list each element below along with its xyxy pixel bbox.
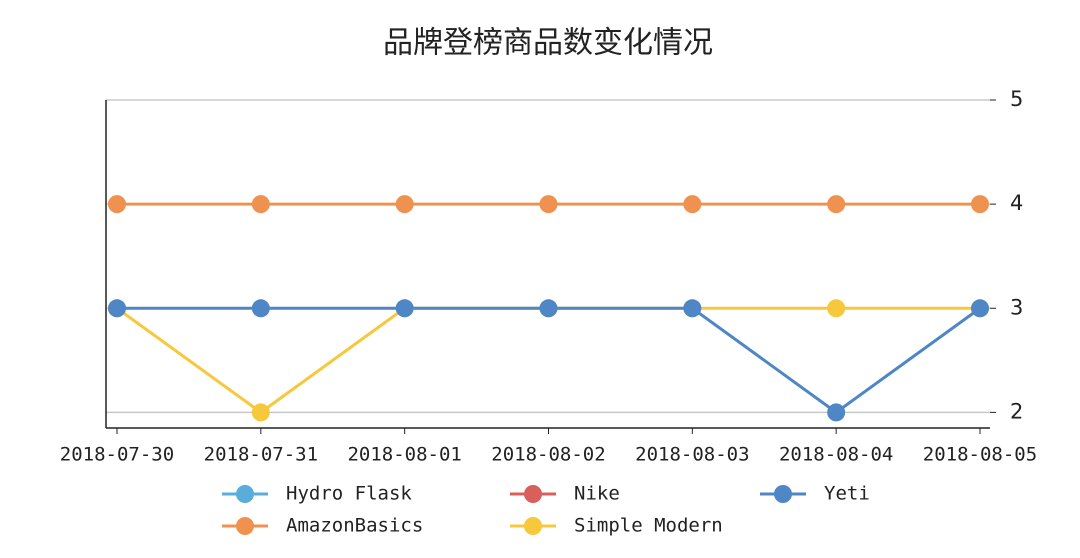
data-point: [395, 195, 414, 214]
data-point: [108, 195, 126, 214]
data-point: [827, 403, 846, 422]
y-tick-label: 5: [1010, 87, 1023, 111]
legend-marker: [774, 485, 792, 503]
y-tick-label: 3: [1010, 295, 1023, 319]
x-tick-label: 2018-08-05: [923, 444, 1037, 466]
data-point: [971, 195, 989, 214]
data-point: [539, 299, 558, 318]
legend-marker: [524, 485, 542, 503]
legend-label: Nike: [574, 483, 620, 505]
data-point: [539, 195, 558, 214]
series-line: [116, 306, 980, 415]
y-tick-label: 4: [1010, 191, 1023, 215]
series-line: [117, 306, 981, 415]
data-point: [108, 299, 126, 318]
legend-marker: [236, 485, 254, 503]
data-point: [683, 299, 702, 318]
legend-marker: [524, 517, 542, 535]
x-tick-label: 2018-08-04: [779, 444, 893, 466]
legend-label: AmazonBasics: [286, 515, 423, 537]
data-point: [395, 299, 414, 318]
legend-label: Hydro Flask: [286, 483, 412, 505]
x-tick-label: 2018-07-30: [60, 444, 174, 466]
data-point: [251, 403, 270, 422]
chart-title: 品牌登榜商品数变化情况: [383, 26, 713, 61]
data-point: [251, 299, 270, 318]
data-point: [683, 195, 702, 214]
legend-label: Yeti: [824, 483, 870, 505]
data-point: [971, 299, 989, 318]
x-tick-label: 2018-08-01: [347, 444, 461, 466]
x-tick-label: 2018-08-02: [491, 444, 605, 466]
data-point: [827, 195, 846, 214]
y-tick-label: 2: [1010, 399, 1023, 423]
legend-marker: [236, 517, 254, 535]
x-tick-label: 2018-08-03: [635, 444, 749, 466]
data-point: [827, 299, 846, 318]
legend-label: Simple Modern: [574, 515, 723, 537]
x-tick-label: 2018-07-31: [204, 444, 318, 466]
data-point: [251, 195, 270, 214]
